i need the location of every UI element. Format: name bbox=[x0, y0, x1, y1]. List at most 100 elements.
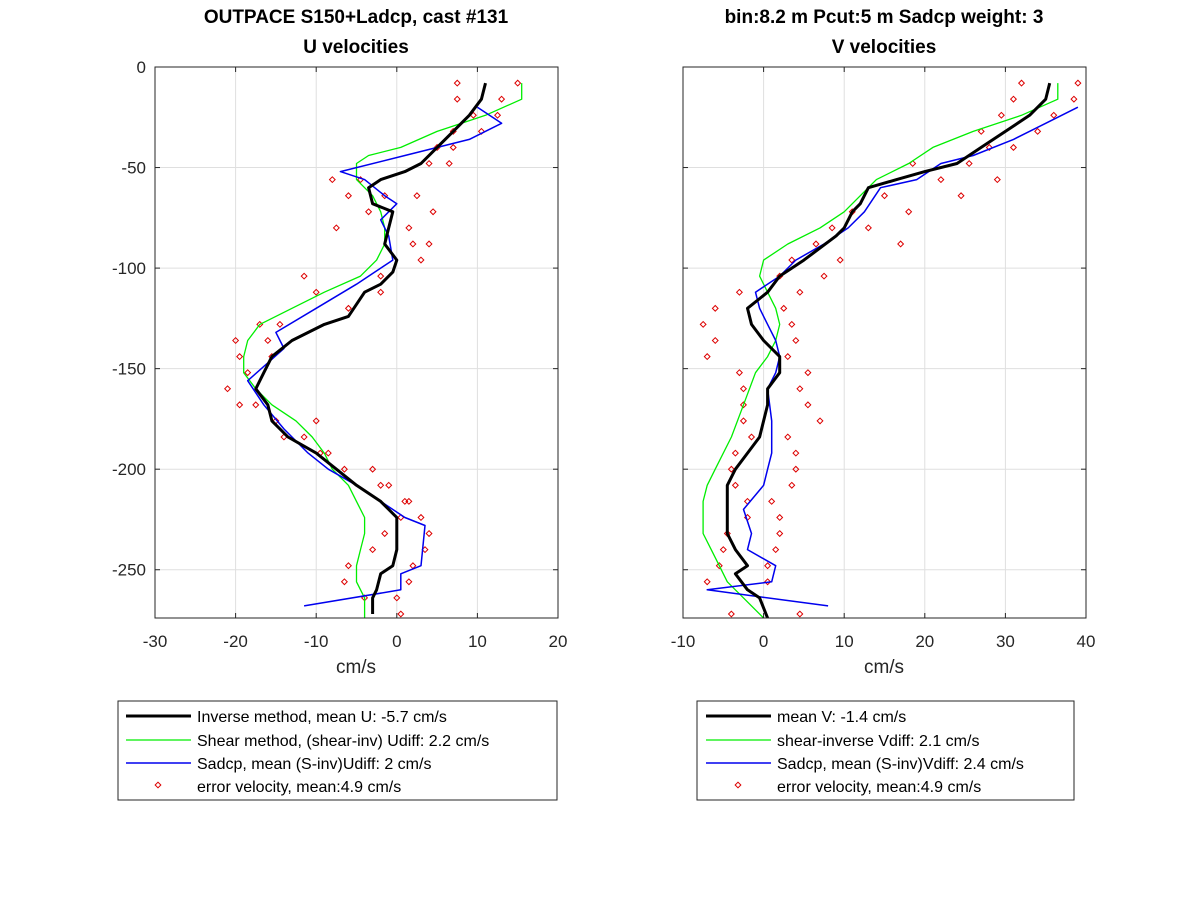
u-error-velocity-point bbox=[232, 336, 240, 345]
v-error-velocity-point bbox=[1009, 95, 1017, 103]
u-error-velocity-point bbox=[236, 401, 244, 409]
v-error-velocity-point bbox=[937, 176, 945, 184]
v-error-velocity-point bbox=[776, 530, 784, 538]
u-y-tick-label: -150 bbox=[112, 360, 146, 379]
u-velocity-panel: OUTPACE S150+Ladcp, cast #131 U velociti… bbox=[112, 7, 567, 801]
v-error-velocity-point bbox=[1074, 79, 1082, 87]
v-error-velocity-point bbox=[820, 272, 828, 280]
v-error-velocity-point bbox=[727, 465, 735, 473]
u-error-velocity-point bbox=[453, 95, 461, 103]
v-error-velocity-point bbox=[727, 610, 735, 618]
u-error-velocity-point bbox=[312, 417, 320, 425]
v-legend: mean V: -1.4 cm/s shear-inverse Vdiff: 2… bbox=[696, 700, 1075, 801]
v-velocity-panel: bin:8.2 m Pcut:5 m Sadcp weight: 3 V vel… bbox=[671, 7, 1096, 801]
u-y-tick-label: -200 bbox=[112, 460, 146, 479]
u-series-2-line bbox=[246, 106, 503, 607]
v-error-velocity-point bbox=[719, 546, 727, 554]
u-error-velocity-point bbox=[405, 224, 413, 232]
u-error-velocity-point bbox=[344, 304, 352, 312]
u-axes-box bbox=[154, 66, 559, 619]
v-error-velocity-point bbox=[836, 256, 844, 264]
v-error-velocity-point bbox=[711, 336, 719, 345]
u-error-velocity-point bbox=[340, 578, 348, 586]
v-error-velocity-point bbox=[772, 546, 780, 554]
v-error-velocity-point bbox=[784, 353, 792, 361]
u-title-line1: OUTPACE S150+Ladcp, cast #131 bbox=[204, 7, 509, 28]
v-error-velocity-point bbox=[993, 176, 1001, 184]
u-legend-entry-inverse: Inverse method, mean U: -5.7 cm/s bbox=[197, 709, 447, 726]
v-error-velocity-point bbox=[812, 240, 820, 248]
u-x-tick-label: -10 bbox=[304, 632, 329, 651]
u-error-velocity-point bbox=[405, 497, 413, 505]
u-x-tick-label: -30 bbox=[143, 632, 168, 651]
u-series-1-line bbox=[243, 83, 523, 618]
v-error-velocity-point bbox=[997, 111, 1005, 119]
v-error-velocity-point bbox=[776, 513, 784, 521]
v-x-tick-label: 20 bbox=[915, 632, 934, 651]
v-error-velocity-point bbox=[828, 224, 836, 232]
u-error-velocity-point bbox=[340, 465, 348, 473]
v-error-velocity-point bbox=[792, 336, 800, 345]
v-error-velocity-point bbox=[977, 127, 985, 135]
u-x-tick-label: 0 bbox=[392, 632, 401, 651]
u-error-velocity-point bbox=[449, 143, 457, 151]
u-error-velocity-point bbox=[409, 562, 417, 570]
v-legend-entry-error: error velocity, mean:4.9 cm/s bbox=[777, 779, 981, 796]
u-error-velocity-point bbox=[445, 159, 453, 168]
u-error-velocity-point bbox=[312, 288, 320, 296]
v-error-velocity-point bbox=[735, 288, 743, 296]
u-y-tick-label: -50 bbox=[121, 159, 146, 178]
v-x-tick-label: -10 bbox=[671, 632, 696, 651]
v-x-tick-label: 30 bbox=[996, 632, 1015, 651]
u-error-velocity-point bbox=[369, 465, 377, 473]
u-legend-entry-sadcp: Sadcp, mean (S-inv)Udiff: 2 cm/s bbox=[197, 756, 431, 773]
v-error-velocity-point bbox=[739, 417, 747, 425]
u-error-velocity-point bbox=[377, 272, 385, 280]
u-error-velocity-point bbox=[344, 562, 352, 570]
v-error-velocity-point bbox=[731, 481, 739, 489]
v-x-tick-label: 0 bbox=[759, 632, 768, 651]
v-error-velocity-point bbox=[965, 159, 973, 168]
v-title-line2: V velocities bbox=[832, 37, 937, 58]
u-legend-entry-error: error velocity, mean:4.9 cm/s bbox=[197, 779, 401, 796]
v-error-velocity-point bbox=[1017, 79, 1026, 87]
v-x-tick-label: 10 bbox=[835, 632, 854, 651]
v-error-velocity-point bbox=[1034, 127, 1042, 135]
u-error-velocity-point bbox=[300, 433, 308, 441]
u-error-velocity-point bbox=[425, 530, 433, 538]
u-error-velocity-point bbox=[409, 240, 417, 248]
v-series-0-line bbox=[725, 82, 1052, 618]
u-error-velocity-point bbox=[365, 208, 373, 216]
u-y-tick-label: 0 bbox=[137, 58, 146, 77]
v-error-velocity-point bbox=[796, 610, 804, 618]
v-series-2-line bbox=[706, 106, 1079, 607]
v-error-velocity-point bbox=[788, 256, 796, 264]
u-error-velocity-point bbox=[377, 481, 385, 489]
v-error-velocity-point bbox=[897, 240, 905, 248]
v-x-tick-label: 40 bbox=[1077, 632, 1096, 651]
v-error-velocity-point bbox=[1070, 95, 1078, 103]
v-grid bbox=[682, 66, 1087, 618]
u-error-velocity-point bbox=[429, 208, 437, 216]
u-error-velocity-point bbox=[264, 336, 272, 345]
v-error-velocity-point bbox=[768, 497, 776, 505]
v-series-1-line bbox=[702, 83, 1059, 618]
v-legend-swatch-error bbox=[734, 781, 742, 789]
u-error-velocity-point bbox=[453, 79, 461, 87]
u-error-velocity-point bbox=[377, 288, 385, 296]
u-error-velocity-point bbox=[417, 256, 425, 264]
u-error-velocity-point bbox=[421, 546, 429, 554]
v-error-velocity-point bbox=[735, 369, 743, 377]
u-error-velocity-point bbox=[397, 610, 405, 618]
u-legend-entry-shear: Shear method, (shear-inv) Udiff: 2.2 cm/… bbox=[197, 733, 489, 750]
v-error-velocity-point bbox=[747, 433, 756, 441]
u-x-tick-label: 10 bbox=[468, 632, 487, 651]
v-error-velocity-point bbox=[784, 433, 792, 441]
u-error-velocity-point bbox=[369, 546, 377, 554]
u-error-velocity-point bbox=[276, 320, 284, 328]
u-plot-area bbox=[224, 79, 523, 618]
v-error-velocity-point bbox=[788, 320, 796, 328]
u-error-velocity-point bbox=[328, 176, 336, 184]
v-error-velocity-point bbox=[792, 465, 800, 473]
v-error-velocity-point bbox=[739, 385, 747, 393]
